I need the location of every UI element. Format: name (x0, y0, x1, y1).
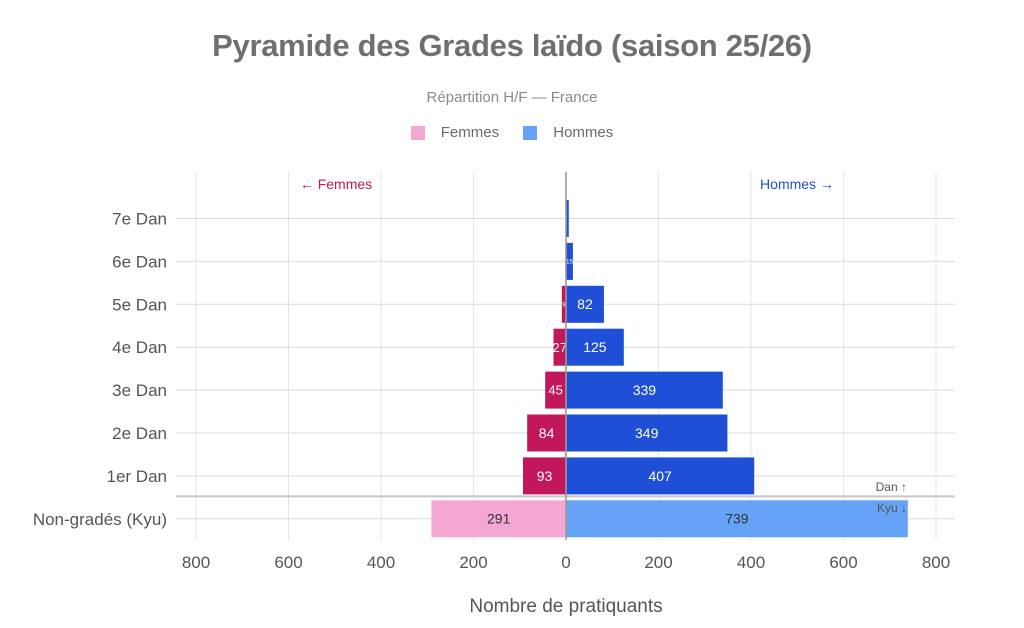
annotation-kyu: Kyu ↓ (877, 501, 907, 515)
x-tick-label: 600 (274, 553, 302, 572)
bar-femmes (545, 371, 566, 409)
x-tick-label: 200 (459, 553, 487, 572)
annotation-hommes: Hommes → (760, 176, 834, 192)
bar-label-hommes: 125 (583, 339, 607, 355)
chart-subtitle: Répartition H/F — France (426, 89, 598, 106)
y-tick-label: 4e Dan (112, 338, 167, 357)
bar-hommes (566, 371, 723, 409)
bar-label-hommes: 349 (635, 425, 659, 441)
legend-label-femmes: Femmes (440, 124, 500, 141)
bar-label-femmes: 45 (548, 383, 562, 398)
chart-title: Pyramide des Grades laïdo (saison 25/26) (212, 28, 812, 63)
x-tick-label: 400 (737, 553, 765, 572)
x-axis-title: Nombre de pratiquants (469, 596, 662, 617)
bar-label-hommes: 339 (633, 382, 657, 398)
x-tick-label: 800 (922, 553, 950, 572)
x-tick-label: 600 (829, 553, 857, 572)
bar-hommes (566, 457, 755, 495)
bar-hommes (566, 285, 604, 323)
bar-label-femmes: 27 (553, 340, 567, 355)
x-tick-label: 0 (561, 553, 570, 572)
bar-hommes (566, 242, 573, 280)
bar-label-femmes: 9 (562, 302, 566, 308)
annotation-dan: Dan ↑ (876, 480, 907, 494)
y-tick-label: 1er Dan (107, 467, 167, 486)
x-tick-label: 400 (367, 553, 395, 572)
legend-item-femmes[interactable]: Femmes (410, 124, 500, 141)
bar-femmes (527, 414, 566, 452)
bar-hommes (566, 500, 908, 538)
annotation-femmes: ← Femmes (300, 176, 372, 192)
bar-femmes (561, 285, 566, 323)
y-tick-label: 3e Dan (112, 381, 167, 400)
legend-swatch-femmes (410, 125, 425, 140)
x-tick-label: 200 (644, 553, 672, 572)
bar-label-hommes: 15 (566, 260, 573, 266)
legend-item-hommes[interactable]: Hommes (523, 124, 613, 141)
bar-hommes (566, 328, 624, 366)
y-tick-label: 5e Dan (112, 295, 167, 314)
x-tick-label: 800 (182, 553, 210, 572)
legend-label-hommes: Hommes (553, 124, 614, 141)
bar-hommes (566, 414, 728, 452)
legend-swatch-hommes (523, 125, 538, 140)
bar-label-femmes: 93 (537, 468, 553, 484)
bar-label-femmes: 84 (539, 425, 555, 441)
y-tick-label: 6e Dan (112, 252, 167, 271)
y-tick-label: Non-gradés (Kyu) (33, 510, 167, 529)
bar-femmes (522, 457, 566, 495)
bar-label-hommes: 82 (577, 296, 593, 312)
legend: Femmes Hommes (0, 124, 1024, 144)
bar-label-femmes: 291 (487, 511, 511, 527)
bar-femmes (553, 328, 566, 366)
bar-femmes (431, 500, 566, 538)
bar-hommes (566, 200, 569, 237)
y-tick-label: 7e Dan (112, 210, 167, 229)
y-tick-label: 2e Dan (112, 424, 167, 443)
bar-label-hommes: 739 (725, 511, 749, 527)
bar-label-hommes: 407 (648, 468, 672, 484)
